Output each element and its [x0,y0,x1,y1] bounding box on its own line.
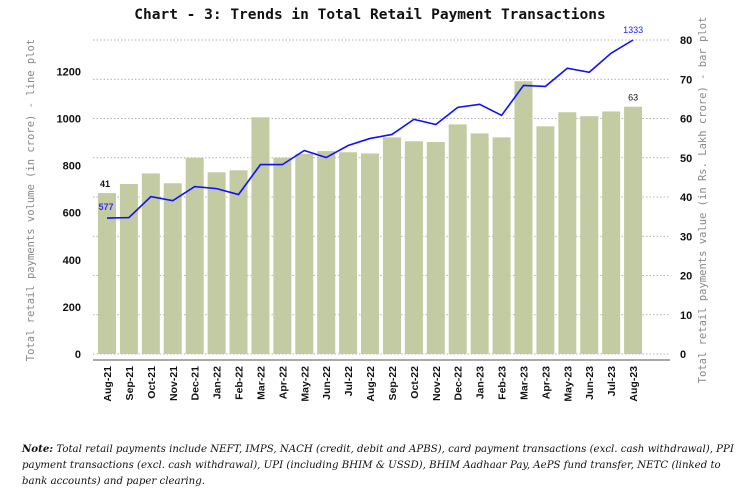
x-tick-label: Apr-22 [277,366,289,399]
chart-title: Chart - 3: Trends in Total Retail Paymen… [134,7,605,23]
left-axis-label: Total retail payments volume (in crore) … [25,39,37,361]
x-tick-label: Jul-22 [343,366,355,397]
x-tick-label: Apr-23 [540,366,552,399]
bar [295,153,314,354]
x-tick-label: Oct-21 [146,366,158,399]
bar [163,183,182,354]
x-tick-label: Sep-21 [124,366,136,401]
x-tick-label: Jul-23 [606,366,618,397]
left-tick-label: 800 [63,161,81,173]
right-tick-label: 10 [680,310,692,322]
right-tick-label: 50 [680,153,692,165]
bar [207,172,226,354]
left-tick-label: 1000 [57,113,81,125]
x-tick-label: Dec-21 [190,366,202,401]
x-tick-label: Aug-22 [365,366,377,402]
x-tick-label: Sep-22 [387,366,399,401]
x-tick-label: Feb-23 [497,366,509,400]
bar [602,111,621,354]
bar [536,126,555,354]
bar [273,157,292,354]
bar [119,184,138,354]
line-data-label: 577 [98,202,113,212]
left-tick-label: 600 [63,208,81,220]
bar [448,124,467,354]
left-tick-label: 1200 [57,66,81,78]
bar [580,116,599,355]
x-tick-label: May-22 [299,366,311,402]
bar [229,170,248,354]
bar [339,152,358,354]
bar [470,133,489,354]
bar [404,141,423,354]
right-tick-label: 70 [680,74,692,86]
bar-data-label: 41 [100,179,110,189]
left-tick-label: 0 [75,349,81,361]
right-tick-label: 20 [680,271,692,283]
chart: Chart - 3: Trends in Total Retail Paymen… [25,7,709,402]
bar [98,193,116,354]
bar [317,151,336,354]
x-tick-label: Jan-22 [212,366,224,399]
right-tick-label: 40 [680,192,692,204]
right-tick-label: 60 [680,114,692,126]
x-tick-label: Mar-22 [255,366,267,400]
footnote: Note: Total retail payments include NEFT… [22,441,737,490]
x-tick-label: Jan-23 [475,366,487,399]
right-tick-label: 80 [680,35,692,47]
bar-data-label: 63 [628,93,638,103]
left-tick-label: 200 [63,302,81,314]
bar [382,137,401,354]
x-tick-label: Oct-22 [409,366,421,399]
bar [624,106,643,354]
left-tick-label: 400 [63,255,81,267]
bar [492,137,511,354]
x-tick-label: Mar-23 [518,366,530,400]
note-label: Note: [22,443,54,455]
bar [185,157,204,354]
right-tick-label: 30 [680,231,692,243]
x-tick-label: Jun-22 [321,366,333,400]
note-text: Total retail payments include NEFT, IMPS… [22,444,734,487]
bar [361,153,380,354]
right-axis-label: Total retail payments value (in Rs. Lakh… [697,17,709,384]
x-tick-label: Jun-23 [584,366,596,400]
right-tick-label: 0 [680,349,686,361]
x-tick-label: Nov-22 [431,366,443,401]
x-tick-label: Feb-22 [234,366,246,400]
bar [141,173,160,354]
line-data-label: 1333 [623,25,643,35]
x-tick-label: Dec-22 [453,366,465,401]
x-tick-label: Aug-21 [102,366,114,402]
bar [426,142,445,354]
bar [514,81,533,355]
bar [558,112,577,354]
x-tick-label: Nov-21 [168,366,180,401]
x-tick-label: May-23 [562,366,574,402]
bar [251,117,270,354]
volume-line [106,39,634,219]
x-tick-label: Aug-23 [628,366,640,402]
